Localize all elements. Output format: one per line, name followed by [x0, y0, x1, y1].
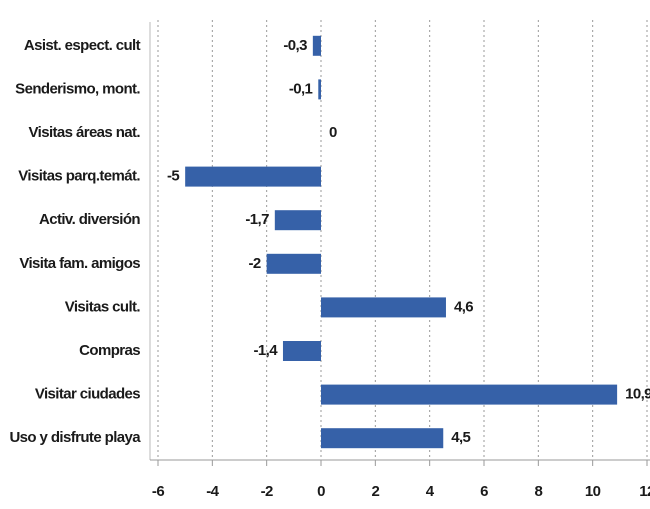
x-tick-label: 10 — [585, 483, 601, 500]
data-label: 4,6 — [454, 298, 473, 315]
y-tick-label: Visitas parq.temát. — [18, 168, 140, 185]
y-tick-label: Visitar ciudades — [35, 386, 140, 403]
data-label: -1,7 — [245, 211, 269, 228]
data-label: 10,9 — [625, 386, 650, 403]
data-label: 0 — [329, 124, 337, 141]
x-tick-label: 6 — [480, 483, 488, 500]
y-tick-label: Asist. espect. cult — [24, 37, 141, 54]
bar — [282, 341, 321, 361]
data-label: -0,1 — [289, 80, 313, 97]
data-label: -0,3 — [283, 37, 307, 54]
x-tick-label: 8 — [534, 483, 542, 500]
y-tick-label: Visitas cult. — [65, 298, 141, 315]
bar — [312, 35, 321, 56]
x-tick-label: -2 — [261, 483, 273, 500]
bar — [318, 79, 321, 100]
data-label: -1,4 — [254, 342, 279, 359]
bar — [321, 384, 618, 405]
data-label: -5 — [167, 168, 179, 185]
x-tick-label: -6 — [152, 483, 164, 500]
x-tick-label: 2 — [371, 483, 379, 500]
y-tick-label: Compras — [79, 342, 140, 359]
bar — [321, 428, 444, 449]
x-tick-label: 12 — [639, 483, 650, 500]
bar — [274, 210, 321, 231]
data-label: -2 — [249, 255, 261, 272]
y-tick-label: Visitas áreas nat. — [29, 124, 141, 141]
y-tick-label: Senderismo, mont. — [15, 80, 140, 97]
bar — [321, 297, 446, 318]
y-tick-label: Activ. diversión — [39, 211, 140, 228]
y-tick-label: Uso y disfrute playa — [9, 429, 141, 446]
data-label: 4,5 — [451, 429, 470, 446]
x-tick-label: 4 — [426, 483, 435, 500]
x-tick-label: 0 — [317, 483, 325, 500]
y-tick-label: Visita fam. amigos — [19, 255, 140, 272]
x-tick-label: -4 — [206, 483, 219, 500]
bar — [185, 166, 321, 187]
bar — [266, 253, 321, 274]
